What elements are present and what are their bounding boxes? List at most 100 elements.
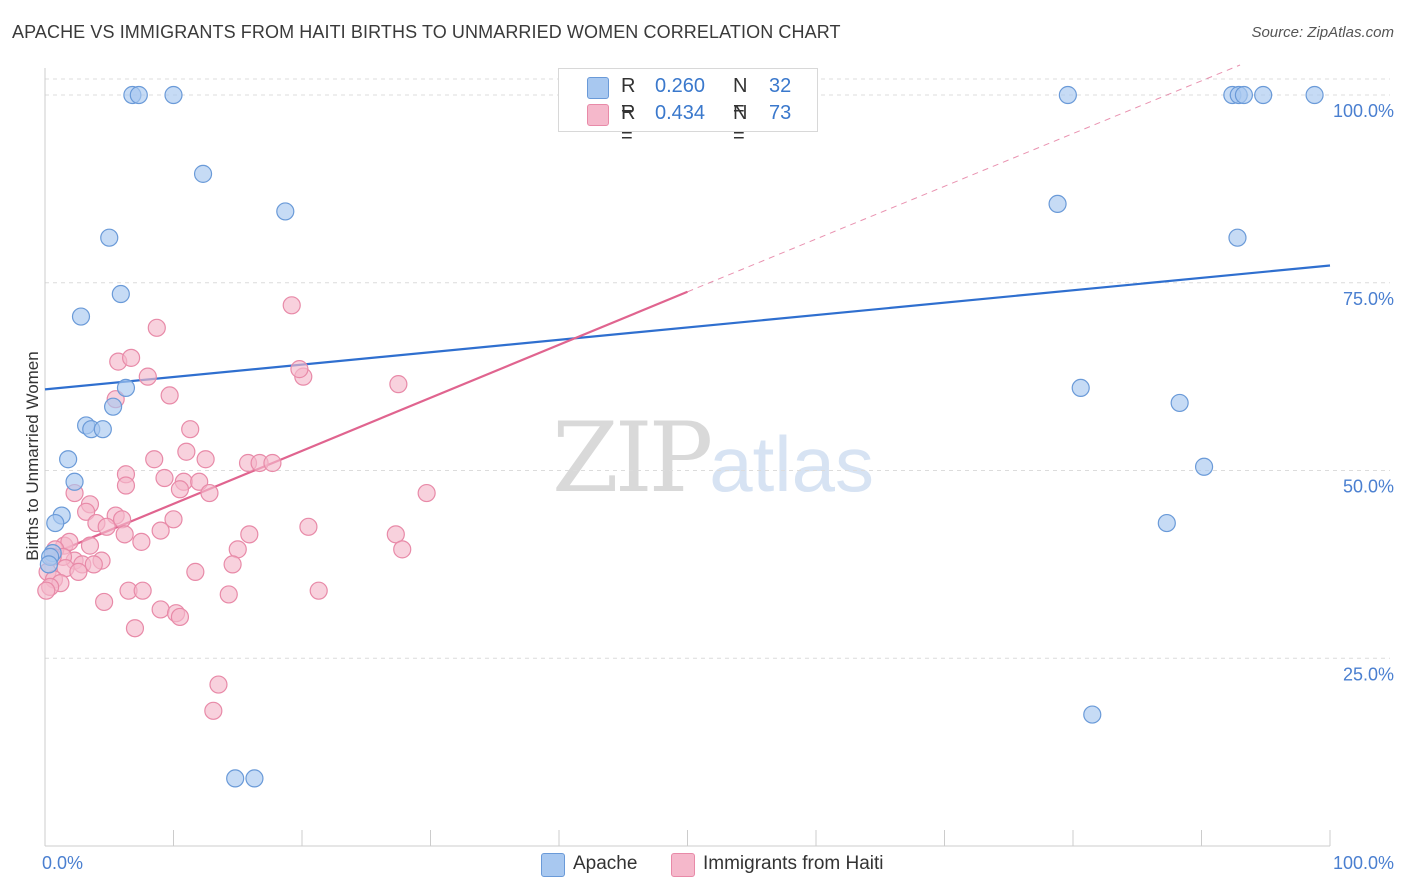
apache-point — [65, 472, 84, 491]
haiti-point — [219, 585, 238, 604]
apache-point — [59, 450, 78, 469]
apache-point — [164, 85, 183, 105]
haiti-point — [170, 480, 190, 499]
r-label: R = — [621, 102, 636, 147]
grid-lines — [45, 78, 1390, 659]
haiti-point — [290, 360, 309, 379]
haiti-point — [299, 517, 318, 536]
haiti-point — [77, 502, 96, 521]
haiti-point — [69, 562, 88, 581]
haiti-point — [164, 510, 183, 529]
apache-swatch — [587, 77, 609, 99]
haiti-point — [223, 555, 242, 574]
y-tick-label: 75.0% — [1343, 289, 1394, 309]
r-label: R = — [621, 75, 636, 120]
haiti-point — [115, 525, 134, 544]
tick-labels: 25.0% 50.0% 75.0% 100.0% 0.0% 100.0% — [42, 101, 1394, 873]
haiti-point — [138, 367, 157, 386]
haiti-point — [60, 532, 79, 551]
apache-point — [71, 307, 91, 326]
haiti-trend-extension — [687, 64, 1241, 293]
apache-point — [104, 397, 123, 416]
apache-point — [276, 202, 295, 221]
source-credit: Source: ZipAtlas.com — [1251, 24, 1394, 41]
watermark: ZIPatlas — [552, 402, 874, 514]
haiti-point — [95, 592, 114, 612]
haiti-point — [160, 386, 179, 405]
apache-point — [1305, 85, 1324, 105]
haiti-point — [228, 540, 247, 559]
haiti-point — [170, 607, 190, 627]
watermark-zip: ZIP — [552, 402, 713, 514]
haiti-point — [263, 453, 282, 473]
x-tick-label: 0.0% — [42, 853, 83, 873]
apache-point — [129, 85, 148, 105]
apache-swatch — [541, 853, 565, 877]
apache-point — [226, 769, 245, 788]
haiti-point — [282, 296, 301, 315]
r-value: 0.434 — [655, 102, 706, 124]
n-value: 73 — [769, 102, 792, 124]
legend-label-apache: Apache — [573, 853, 638, 874]
apache-point — [1157, 513, 1176, 533]
haiti-trend-line — [44, 290, 688, 558]
haiti-point — [155, 468, 174, 488]
n-value: 32 — [769, 75, 792, 97]
y-tick-label: 50.0% — [1343, 477, 1394, 497]
haiti-swatch — [671, 853, 695, 877]
legend-label-haiti: Immigrants from Haiti — [703, 853, 884, 874]
trend-lines — [44, 64, 1331, 558]
haiti-point — [84, 555, 103, 574]
haiti-point — [147, 318, 166, 337]
apache-point — [245, 769, 264, 788]
haiti-point — [209, 675, 228, 694]
x-tick-label: 100.0% — [1333, 853, 1394, 873]
apache-trend-line — [44, 264, 1331, 391]
haiti-point — [125, 619, 145, 638]
n-label: N = — [733, 75, 748, 120]
apache-point — [1071, 378, 1090, 398]
apache-point — [193, 164, 213, 183]
y-axis-label: Births to Unmarried Women — [23, 351, 42, 560]
haiti-point — [196, 450, 215, 469]
apache-point — [1254, 85, 1273, 105]
apache-point — [1048, 194, 1067, 214]
series-legend: Apache Immigrants from Haiti — [0, 852, 1406, 878]
haiti-point — [386, 525, 405, 544]
haiti-point — [133, 581, 152, 600]
r-value: 0.260 — [655, 75, 706, 97]
haiti-point — [393, 540, 412, 559]
y-tick-label: 100.0% — [1333, 101, 1394, 121]
apache-point — [1170, 393, 1189, 413]
haiti-point — [417, 483, 436, 503]
correlation-legend: R = 0.260 N = 32 R = 0.434 N = 73 — [558, 68, 818, 147]
n-label: N = — [733, 102, 748, 147]
apache-point — [1194, 457, 1214, 476]
haiti-point — [145, 450, 164, 469]
apache-point — [1234, 85, 1254, 105]
haiti-point — [240, 525, 259, 544]
haiti-point — [190, 472, 209, 491]
apache-point — [116, 378, 136, 398]
haiti-point — [200, 483, 219, 503]
apache-point — [39, 555, 58, 574]
apache-point — [1083, 705, 1102, 724]
haiti-point — [132, 532, 151, 551]
haiti-point — [151, 600, 170, 619]
haiti-point — [389, 375, 408, 394]
apache-point — [111, 284, 130, 304]
haiti-point — [186, 562, 205, 581]
apache-point — [93, 420, 112, 439]
haiti-swatch — [587, 104, 609, 126]
haiti-point — [309, 581, 328, 600]
haiti-point — [204, 701, 223, 720]
apache-point — [46, 513, 65, 533]
chart-title: APACHE VS IMMIGRANTS FROM HAITI BIRTHS T… — [12, 22, 841, 42]
haiti-point — [97, 517, 116, 536]
haiti-point — [151, 521, 170, 540]
watermark-atlas: atlas — [709, 420, 874, 508]
haiti-point — [37, 581, 56, 600]
data-points — [37, 85, 1324, 788]
haiti-point — [121, 348, 141, 367]
